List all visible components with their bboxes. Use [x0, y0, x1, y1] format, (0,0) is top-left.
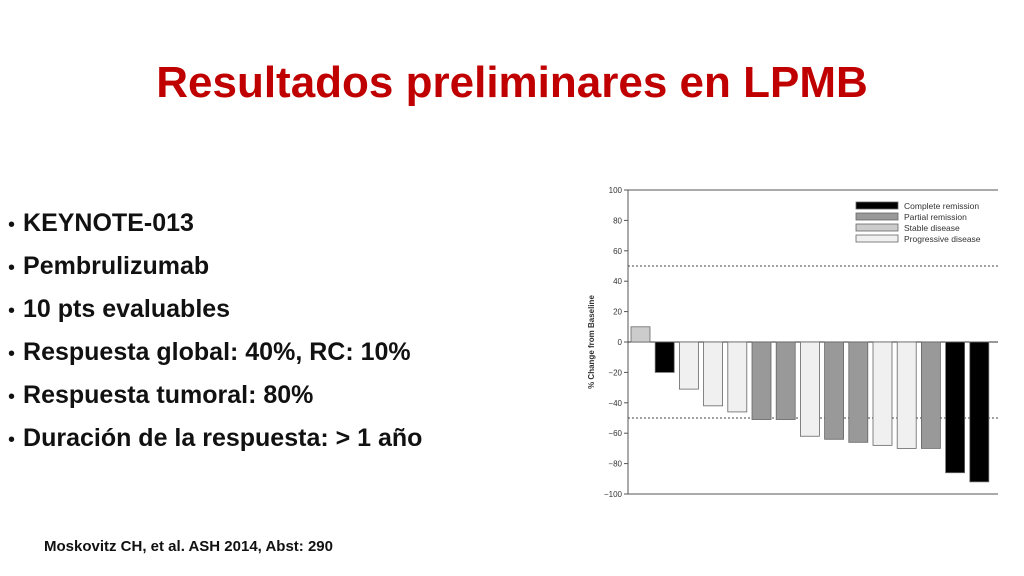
bullet-text: KEYNOTE-013 — [23, 209, 194, 237]
bullet-dot-icon: • — [8, 257, 16, 279]
bullet-text: Respuesta global: 40%, RC: 10% — [23, 338, 411, 366]
bullet-dot-icon: • — [8, 429, 16, 451]
bullet-item: • Duración de la respuesta: > 1 año — [8, 417, 422, 460]
legend-swatch — [855, 223, 899, 232]
y-tick-label: 80 — [613, 216, 622, 225]
bullet-text: 10 pts evaluables — [23, 295, 231, 323]
bar — [630, 326, 651, 343]
legend-label: Progressive disease — [904, 234, 981, 244]
bar — [848, 341, 869, 443]
bullet-dot-icon: • — [8, 214, 16, 236]
bullet-item: • Respuesta global: 40%, RC: 10% — [8, 331, 422, 374]
citation: Moskovitz CH, et al. ASH 2014, Abst: 290 — [44, 538, 333, 555]
bullet-item: • 10 pts evaluables — [8, 288, 422, 331]
legend-swatch — [855, 201, 899, 210]
bullet-text: Respuesta tumoral: 80% — [23, 381, 314, 409]
bullet-text: Pembrulizumab — [23, 252, 210, 280]
bar — [654, 341, 675, 373]
bullet-dot-icon: • — [8, 386, 16, 408]
y-axis-label: % Change from Baseline — [587, 295, 596, 389]
y-tick-label: −60 — [608, 429, 622, 438]
legend-label: Complete remission — [904, 201, 979, 211]
waterfall-chart: % Change from Baseline 100 80 60 40 20 0 −20 −4… — [587, 186, 998, 499]
y-tick-label: 20 — [613, 308, 622, 317]
bar — [751, 341, 772, 420]
bullet-item: • Respuesta tumoral: 80% — [8, 374, 422, 417]
bar — [969, 341, 990, 483]
bar — [703, 341, 723, 407]
bar — [679, 341, 699, 390]
y-tick-label: 100 — [609, 186, 623, 195]
bar — [799, 341, 820, 437]
y-tick-label: −100 — [604, 490, 623, 499]
bullet-dot-icon: • — [8, 300, 16, 322]
slide-title: Resultados preliminares en LPMB — [156, 58, 868, 107]
y-tick-label: −20 — [608, 368, 622, 377]
bullet-text: Duración de la respuesta: > 1 año — [23, 424, 423, 452]
legend-label: Stable disease — [904, 223, 960, 233]
legend-label: Partial remission — [904, 212, 967, 222]
bar — [824, 341, 845, 440]
bullet-item: • KEYNOTE-013 — [8, 202, 422, 245]
legend-swatch — [855, 234, 899, 243]
bar — [920, 341, 941, 449]
y-tick-label: 40 — [613, 277, 622, 286]
legend-swatch — [855, 212, 899, 221]
y-tick-label: 0 — [618, 338, 623, 347]
bar — [945, 341, 966, 474]
bullet-list: • KEYNOTE-013 • Pembrulizumab • 10 pts eval… — [8, 202, 422, 460]
y-tick-label: −80 — [608, 460, 622, 469]
bar — [896, 341, 917, 449]
bar — [775, 341, 796, 420]
y-tick-label: −40 — [608, 399, 622, 408]
bullet-item: • Pembrulizumab — [8, 245, 422, 288]
bar — [727, 341, 748, 413]
bullet-dot-icon: • — [8, 343, 16, 365]
bar — [872, 341, 893, 446]
y-tick-label: 60 — [613, 247, 622, 256]
